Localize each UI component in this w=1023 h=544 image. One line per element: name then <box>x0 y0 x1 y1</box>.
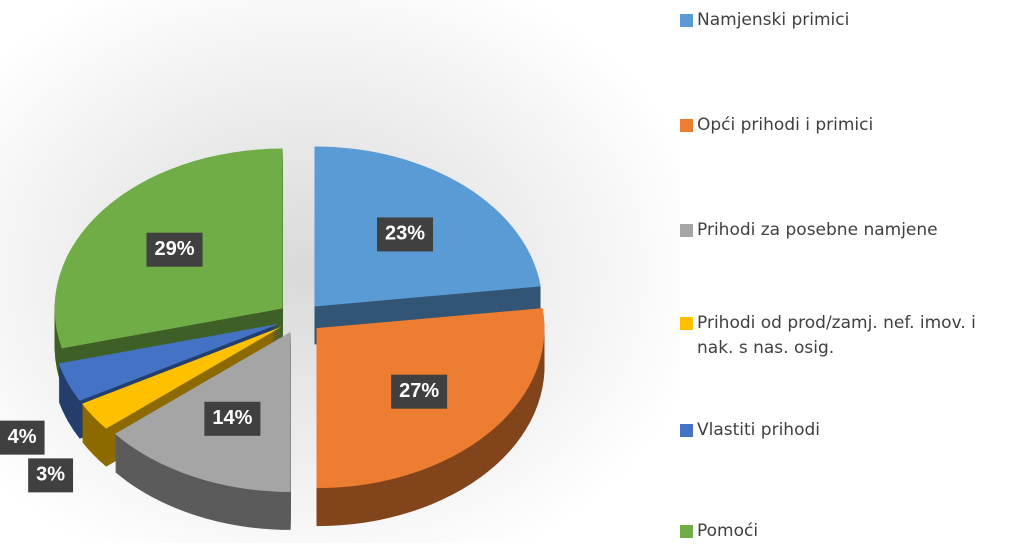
legend-swatch <box>680 317 693 330</box>
legend-swatch <box>680 14 693 27</box>
data-label: 4% <box>8 426 37 448</box>
data-label: 14% <box>212 407 252 429</box>
data-label: 29% <box>155 238 195 260</box>
data-label: 3% <box>36 464 65 486</box>
legend-label: Prihodi za posebne namjene <box>697 220 938 240</box>
slice <box>114 331 291 492</box>
data-label-box <box>377 217 434 252</box>
slice <box>58 323 280 401</box>
legend-label: Vlastiti prihodi <box>697 420 821 440</box>
legend-label: Prihodi od prod/zamj. nef. imov. i nak. … <box>697 313 976 358</box>
slice <box>82 326 282 429</box>
data-label: 27% <box>399 380 439 402</box>
data-label-box <box>391 374 448 409</box>
legend: Namjenski primici Opći prihodi i primici P… <box>680 0 1023 543</box>
legend-label: Pomoći <box>697 521 759 541</box>
data-label: 23% <box>385 223 425 245</box>
data-label-box <box>204 401 261 436</box>
data-label-box <box>146 232 203 267</box>
legend-swatch <box>680 224 693 237</box>
data-label-box <box>0 420 45 455</box>
legend-label: Opći prihodi i primici <box>697 115 874 135</box>
legend-swatch <box>680 525 693 538</box>
chart: 23% 27% 14% 3% 4% 29% <box>0 0 680 543</box>
legend-swatch <box>680 119 693 132</box>
legend-label: Namjenski primici <box>697 10 850 30</box>
data-label-box <box>28 458 74 493</box>
legend-swatch <box>680 424 693 437</box>
